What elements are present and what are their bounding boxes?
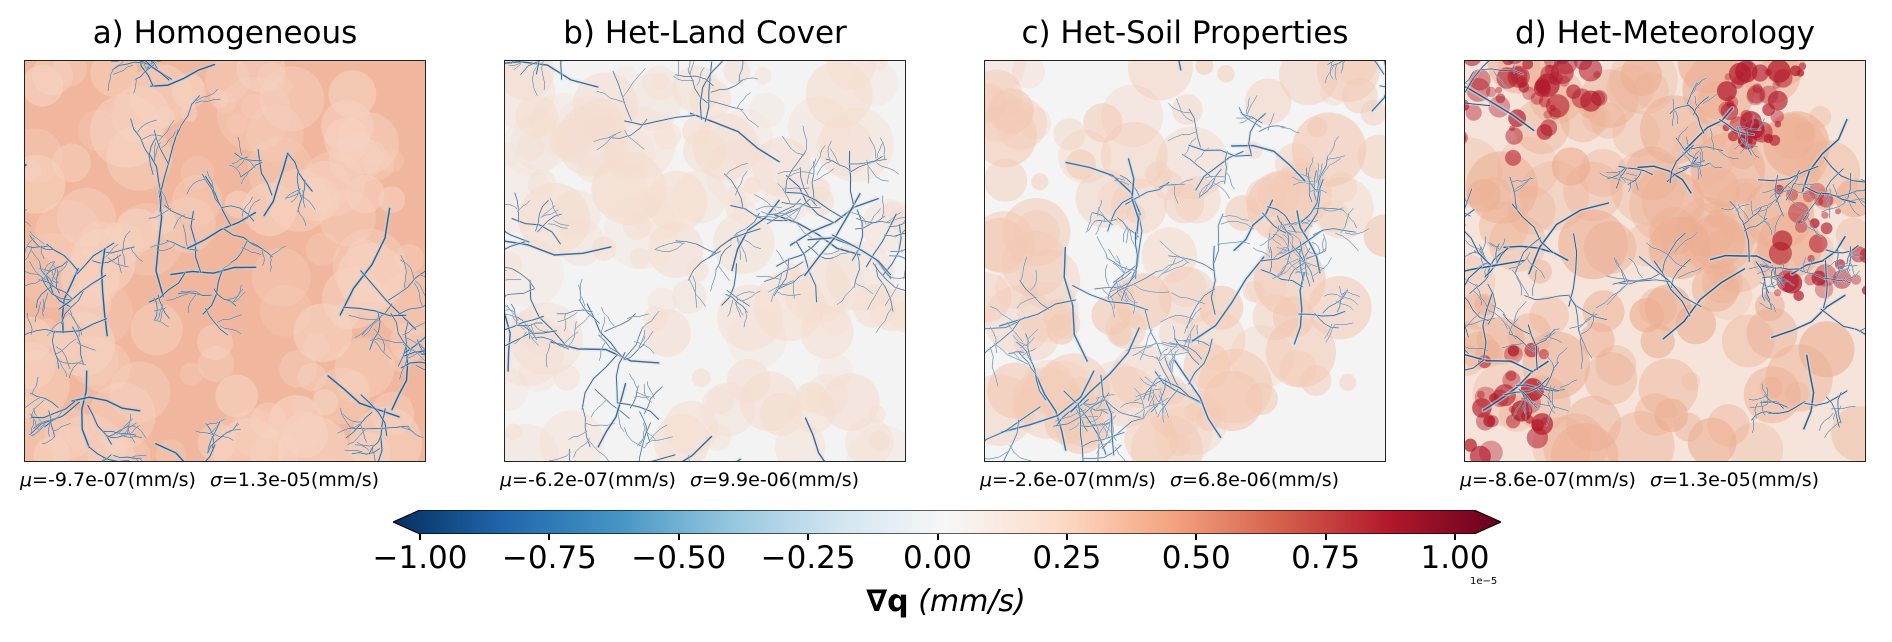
mu-value: =-6.2e-07(mm/s) <box>512 469 676 491</box>
mu-value: =-9.7e-07(mm/s) <box>32 469 196 491</box>
colorbar-tick <box>1065 534 1068 540</box>
sigma-symbol: σ <box>1649 469 1662 491</box>
panel-homogeneous: a) Homogeneous μ=-9.7e-07(mm/s) σ=1.3e-05… <box>0 0 480 500</box>
panel-title: d) Het-Meteorology <box>1515 15 1815 51</box>
colorbar-tick-label: −0.50 <box>631 540 727 576</box>
colorbar-tick <box>548 534 551 540</box>
sigma-value: =1.3e-05(mm/s) <box>222 469 380 491</box>
colorbar-tick-label: −0.75 <box>501 540 597 576</box>
panel-stats: μ=-9.7e-07(mm/s) σ=1.3e-05(mm/s) <box>20 468 440 492</box>
colorbar-tick-label: 0.50 <box>1161 540 1231 576</box>
colorbar-label: ∇q (mm/s) <box>0 582 1892 622</box>
mu-symbol: μ <box>500 469 513 491</box>
panel-stats: μ=-6.2e-07(mm/s) σ=9.9e-06(mm/s) <box>500 468 920 492</box>
colorbar-tick-label: −0.25 <box>760 540 856 576</box>
colorbar-tick <box>807 534 810 540</box>
colorbar-gradient <box>393 510 1501 534</box>
variable-q: q <box>887 584 909 619</box>
panel-het-meteorology: d) Het-Meteorology μ=-8.6e-07(mm/s) σ=1.3… <box>1440 0 1892 500</box>
colorbar-tick <box>1454 534 1456 540</box>
map-raster <box>505 61 905 461</box>
mu-value: =-2.6e-07(mm/s) <box>992 469 1156 491</box>
colorbar-tick <box>1324 534 1327 540</box>
panel-stats: μ=-8.6e-07(mm/s) σ=1.3e-05(mm/s) <box>1460 468 1880 492</box>
colorbar-axis: −1.00 −0.75 −0.50 −0.25 0.00 0.25 0.50 0.75 1.00 <box>373 534 1490 584</box>
map-image <box>1464 60 1866 462</box>
map-raster <box>1465 61 1865 461</box>
map-image <box>984 60 1386 462</box>
colorbar-tick-label: 0.75 <box>1291 540 1361 576</box>
sigma-value: =1.3e-05(mm/s) <box>1662 469 1820 491</box>
colorbar-tick-label: 0.25 <box>1032 540 1102 576</box>
panel-title: b) Het-Land Cover <box>563 15 847 51</box>
sigma-symbol: σ <box>1169 469 1182 491</box>
colorbar-tick <box>936 534 939 540</box>
sigma-symbol: σ <box>689 469 702 491</box>
sigma-value: =6.8e-06(mm/s) <box>1182 469 1340 491</box>
colorbar-tick <box>677 534 680 540</box>
mu-symbol: μ <box>20 469 33 491</box>
colorbar-tick <box>1195 534 1198 540</box>
colorbar <box>393 510 1501 534</box>
colorbar-tick-label: −1.00 <box>372 540 468 576</box>
colorbar-tick-label: 0.00 <box>902 540 973 576</box>
map-image <box>504 60 906 462</box>
map-raster <box>25 61 425 461</box>
sigma-symbol: σ <box>209 469 222 491</box>
colorbar-tick <box>419 534 421 540</box>
colorbar-body <box>393 510 1501 534</box>
unit-label: (mm/s) <box>918 584 1026 619</box>
mu-symbol: μ <box>980 469 993 491</box>
colorbar-tick-label: 1.00 <box>1420 540 1490 576</box>
mu-symbol: μ <box>1460 469 1473 491</box>
nabla-symbol: ∇ <box>866 584 888 619</box>
panel-het-soil-properties: c) Het-Soil Properties μ=-2.6e-07(mm/s) σ… <box>960 0 1440 500</box>
panel-title: c) Het-Soil Properties <box>1021 15 1349 51</box>
panel-title: a) Homogeneous <box>92 15 358 51</box>
panel-het-land-cover: b) Het-Land Cover μ=-6.2e-07(mm/s) σ=9.9e… <box>480 0 960 500</box>
map-raster <box>985 61 1385 461</box>
mu-value: =-8.6e-07(mm/s) <box>1472 469 1636 491</box>
panel-stats: μ=-2.6e-07(mm/s) σ=6.8e-06(mm/s) <box>980 468 1400 492</box>
map-image <box>24 60 426 462</box>
sigma-value: =9.9e-06(mm/s) <box>702 469 860 491</box>
colorbar-exponent: 1e−5 <box>1470 576 1498 587</box>
